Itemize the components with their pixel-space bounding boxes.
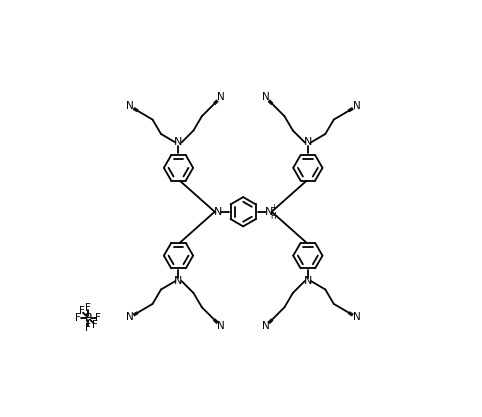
Text: P: P — [85, 311, 92, 324]
Text: F: F — [85, 303, 92, 313]
Text: N: N — [262, 92, 269, 102]
Text: N: N — [174, 138, 183, 148]
Text: F: F — [95, 313, 101, 323]
Text: N: N — [126, 312, 134, 322]
Text: F: F — [85, 323, 92, 333]
Text: N: N — [304, 138, 312, 148]
Text: N: N — [217, 92, 225, 102]
Text: N: N — [353, 312, 361, 322]
Text: N: N — [262, 321, 269, 331]
Text: H: H — [271, 212, 277, 221]
Text: N: N — [304, 276, 312, 286]
Text: N: N — [353, 101, 361, 111]
Text: N: N — [126, 101, 134, 111]
Text: F: F — [79, 306, 84, 316]
Text: N: N — [214, 207, 222, 217]
Text: N: N — [265, 207, 273, 217]
Text: N: N — [174, 276, 183, 286]
Text: F: F — [93, 320, 98, 330]
Text: +: + — [270, 203, 277, 211]
Text: F: F — [76, 313, 81, 323]
Text: N: N — [217, 321, 225, 331]
